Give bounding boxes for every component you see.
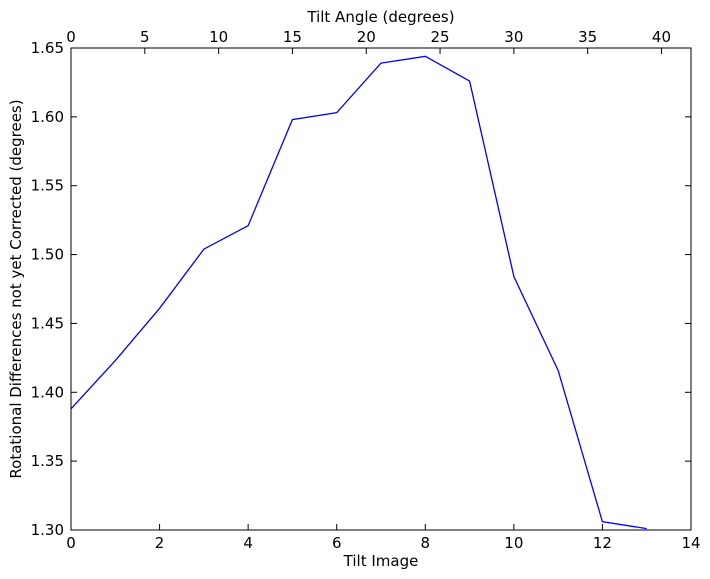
x2-tick-label: 30	[504, 28, 523, 46]
data-point	[425, 56, 426, 57]
data-point	[203, 248, 204, 249]
x2-tick-label: 15	[283, 28, 302, 46]
y-axis-label: Rotational Differences not yet Corrected…	[7, 99, 25, 478]
data-point	[646, 528, 647, 529]
data-point	[558, 370, 559, 371]
x2-tick-label: 20	[357, 28, 376, 46]
x-tick-label: 12	[593, 534, 612, 552]
x-tick-label: 10	[504, 534, 523, 552]
data-point	[336, 112, 337, 113]
series-layer	[70, 55, 647, 530]
x-tick-label: 8	[421, 534, 431, 552]
x2-tick-label: 40	[652, 28, 671, 46]
plot-frame	[70, 47, 692, 531]
y-tick-label: 1.50	[31, 246, 64, 264]
x2-axis-label: Tilt Angle (degrees)	[306, 8, 454, 26]
data-point	[513, 276, 514, 277]
y-tick-label: 1.60	[31, 108, 64, 126]
x2-tick-label: 5	[140, 28, 150, 46]
x-tick-label: 14	[681, 534, 700, 552]
series-line	[70, 55, 647, 530]
data-point	[115, 360, 116, 361]
y-tick-label: 1.45	[31, 314, 64, 332]
x-tick-label: 2	[155, 534, 165, 552]
x2-tick-label: 35	[578, 28, 597, 46]
y-tick-label: 1.30	[31, 521, 64, 539]
x2-tick-label: 0	[66, 28, 76, 46]
data-point	[380, 63, 381, 64]
data-point	[602, 521, 603, 522]
x2-tick-label: 10	[209, 28, 228, 46]
data-point	[159, 308, 160, 309]
data-point	[469, 80, 470, 81]
y-tick-label: 1.55	[31, 177, 64, 195]
y-tick-label: 1.65	[31, 39, 64, 57]
y-tick-label: 1.40	[31, 383, 64, 401]
labels-layer: 0 2 4 6 8 10 12 14 1.30 1.35 1.40 1.45 1.50 1.55 1.60 1…	[31, 28, 701, 552]
x-tick-label: 0	[66, 534, 76, 552]
plot-area	[71, 48, 691, 530]
data-point	[292, 119, 293, 120]
x2-tick-label: 25	[431, 28, 450, 46]
data-point	[248, 225, 249, 226]
y-tick-label: 1.35	[31, 452, 64, 470]
x-axis-label: Tilt Image	[343, 552, 419, 570]
x-tick-label: 6	[332, 534, 342, 552]
x-tick-label: 4	[243, 534, 253, 552]
